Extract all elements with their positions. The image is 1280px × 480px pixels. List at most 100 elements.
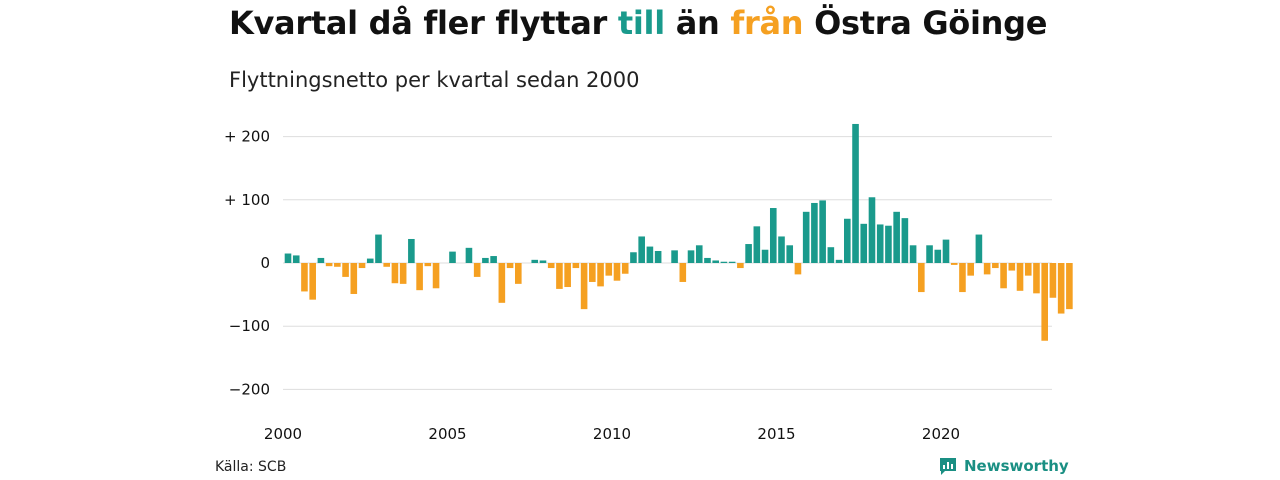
bar [1041, 263, 1048, 341]
bar [564, 263, 571, 288]
bar [745, 244, 752, 263]
bar [556, 263, 563, 289]
brand-name: Newsworthy [964, 457, 1069, 475]
title-part-3: Östra Göinge [803, 4, 1048, 42]
bar [811, 202, 818, 263]
bar [942, 239, 950, 263]
bar [432, 263, 440, 289]
y-tick-label: −200 [229, 380, 270, 398]
bar [605, 263, 613, 276]
bar [802, 211, 810, 263]
x-tick-label: 2000 [264, 425, 302, 443]
bar [416, 263, 423, 291]
bar [383, 263, 390, 267]
x-tick-label: 2010 [593, 425, 631, 443]
bar [1016, 263, 1024, 291]
bar [868, 197, 876, 263]
title-fran: från [730, 4, 804, 42]
bar [679, 263, 687, 282]
bar [613, 263, 621, 281]
bar [778, 236, 785, 263]
bar [967, 263, 974, 276]
bar [1008, 263, 1016, 271]
title-part-1: Kvartal då fler flyttar [229, 4, 618, 42]
bar [819, 200, 826, 263]
bar [482, 257, 489, 263]
bar [366, 258, 374, 263]
bar [992, 263, 999, 269]
bar [531, 259, 539, 263]
bar [638, 236, 645, 263]
bar [695, 245, 703, 263]
newsworthy-logo-icon [940, 458, 956, 475]
x-tick-label: 2015 [757, 425, 795, 443]
y-tick-label: + 200 [224, 128, 270, 146]
bar [284, 253, 292, 263]
bar [358, 263, 366, 269]
bar [1049, 263, 1057, 298]
y-tick-label: −100 [229, 317, 270, 335]
bar [761, 249, 769, 263]
bar [317, 257, 325, 263]
bar [547, 263, 555, 269]
bar [893, 211, 900, 263]
bar [473, 263, 481, 277]
bar [728, 261, 736, 263]
y-tick-label: + 100 [224, 191, 270, 209]
bar [621, 263, 629, 274]
bar [983, 263, 991, 275]
bar [408, 238, 415, 263]
bar [959, 263, 966, 293]
bar [342, 263, 349, 277]
bar [391, 263, 399, 284]
bar [597, 263, 604, 287]
bar [753, 226, 761, 263]
bar [901, 218, 909, 263]
bar [975, 234, 983, 263]
y-axis-labels: + 200 + 100 0 −100 −200 [224, 128, 270, 399]
bar [1024, 263, 1032, 276]
bar [918, 263, 925, 293]
bar [1057, 263, 1065, 314]
bar [490, 256, 497, 263]
chart-title: Kvartal då fler flyttar till än från Öst… [229, 4, 1047, 42]
bar [646, 246, 654, 263]
bar [827, 247, 835, 263]
bar [309, 263, 316, 300]
bar [860, 223, 868, 263]
bar [950, 263, 958, 265]
x-tick-label: 2020 [922, 425, 960, 443]
source-note: Källa: SCB [215, 459, 287, 475]
bar [876, 224, 884, 263]
bar [325, 263, 333, 267]
bar [737, 263, 744, 269]
bar-chart: + 200 + 100 0 −100 −200 2000 2005 2010 2015 2020 [224, 123, 1073, 443]
bar [506, 263, 514, 269]
x-axis-labels: 2000 2005 2010 2015 2020 [264, 425, 960, 443]
bar [844, 218, 851, 263]
y-tick-label: 0 [260, 254, 270, 272]
bar [465, 247, 473, 263]
bar [589, 263, 596, 282]
bar [720, 261, 728, 263]
bar [580, 263, 588, 310]
bar [909, 245, 917, 263]
bar [375, 234, 382, 263]
chart-subtitle: Flyttningsnetto per kvartal sedan 2000 [229, 68, 640, 92]
bar [399, 263, 407, 284]
bar [1033, 263, 1040, 294]
title-till: till [617, 4, 665, 42]
bar [934, 249, 942, 263]
brand-logo[interactable]: Newsworthy [938, 456, 1069, 476]
bar [498, 263, 506, 303]
bar [449, 251, 456, 263]
bar [687, 250, 695, 263]
bar [794, 263, 802, 275]
bar [630, 252, 637, 263]
bars [284, 123, 1073, 341]
x-tick-label: 2005 [428, 425, 466, 443]
bar [292, 255, 300, 263]
bar [1066, 263, 1073, 310]
bar [671, 250, 678, 263]
bar [786, 245, 794, 263]
